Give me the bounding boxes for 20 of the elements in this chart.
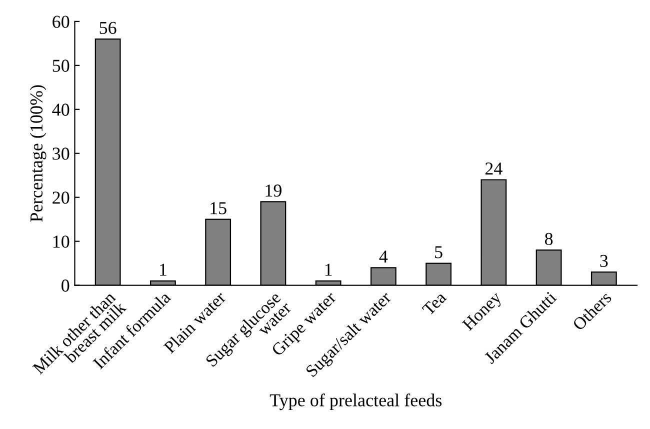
data-label: 4 [379,250,388,262]
data-label: 15 [210,202,226,214]
data-label: 24 [485,162,502,175]
y-tick-label: 0 [62,280,70,292]
data-label: 1 [325,264,332,276]
data-label: 56 [100,22,116,34]
y-tick-label: 60 [52,16,70,28]
y-tick-label: 30 [52,148,70,160]
y-tick-label: 10 [53,236,70,248]
data-label: 1 [160,264,166,276]
x-axis-title: Type of prelacteal feeds [270,393,442,410]
y-tick-label: 50 [52,60,70,72]
data-label: 19 [266,184,282,197]
x-tick-label: Tea [422,290,448,316]
data-label: 5 [435,246,442,258]
data-label: 3 [600,254,608,268]
data-label: 8 [544,232,553,246]
y-tick-label: 20 [52,192,70,204]
y-tick-label: 40 [52,104,70,116]
y-axis-title: Percentage (100%) [30,85,46,222]
